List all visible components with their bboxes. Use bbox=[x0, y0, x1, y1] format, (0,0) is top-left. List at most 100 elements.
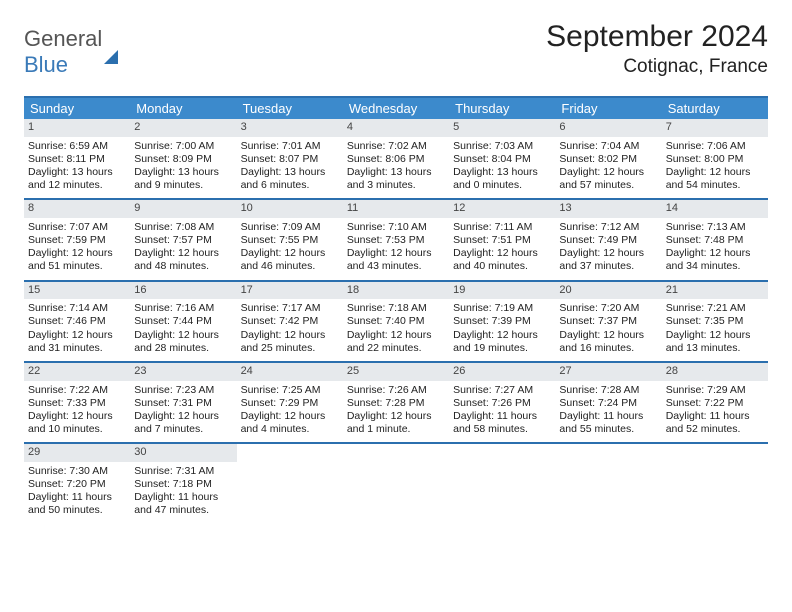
daylight-line: Daylight: 12 hours and 34 minutes. bbox=[666, 247, 764, 273]
sunrise-line: Sunrise: 7:02 AM bbox=[347, 140, 445, 153]
daylight-line: Daylight: 12 hours and 7 minutes. bbox=[134, 410, 232, 436]
sunset-line: Sunset: 7:37 PM bbox=[559, 315, 657, 328]
day-number: 12 bbox=[449, 200, 555, 218]
sunrise-line: Sunrise: 7:23 AM bbox=[134, 384, 232, 397]
sunrise-line: Sunrise: 7:22 AM bbox=[28, 384, 126, 397]
sunrise-line: Sunrise: 7:01 AM bbox=[241, 140, 339, 153]
day-cell bbox=[662, 444, 768, 523]
daylight-line: Daylight: 12 hours and 16 minutes. bbox=[559, 329, 657, 355]
page-header: GeneralBlue September 2024 Cotignac, Fra… bbox=[24, 20, 768, 78]
sunrise-line: Sunrise: 7:19 AM bbox=[453, 302, 551, 315]
sunset-line: Sunset: 7:35 PM bbox=[666, 315, 764, 328]
daylight-line: Daylight: 12 hours and 51 minutes. bbox=[28, 247, 126, 273]
sunset-line: Sunset: 7:22 PM bbox=[666, 397, 764, 410]
sunset-line: Sunset: 7:18 PM bbox=[134, 478, 232, 491]
day-number: 25 bbox=[343, 363, 449, 381]
sunset-line: Sunset: 7:26 PM bbox=[453, 397, 551, 410]
weeks-container: 1Sunrise: 6:59 AMSunset: 8:11 PMDaylight… bbox=[24, 119, 768, 523]
day-number: 27 bbox=[555, 363, 661, 381]
day-cell: 10Sunrise: 7:09 AMSunset: 7:55 PMDayligh… bbox=[237, 200, 343, 279]
daylight-line: Daylight: 12 hours and 22 minutes. bbox=[347, 329, 445, 355]
day-cell: 29Sunrise: 7:30 AMSunset: 7:20 PMDayligh… bbox=[24, 444, 130, 523]
sunset-line: Sunset: 7:40 PM bbox=[347, 315, 445, 328]
day-number: 6 bbox=[555, 119, 661, 137]
daylight-line: Daylight: 12 hours and 31 minutes. bbox=[28, 329, 126, 355]
sunrise-line: Sunrise: 7:11 AM bbox=[453, 221, 551, 234]
brand-logo: GeneralBlue bbox=[24, 20, 118, 78]
daylight-line: Daylight: 12 hours and 48 minutes. bbox=[134, 247, 232, 273]
day-number: 14 bbox=[662, 200, 768, 218]
day-cell: 27Sunrise: 7:28 AMSunset: 7:24 PMDayligh… bbox=[555, 363, 661, 442]
daylight-line: Daylight: 12 hours and 4 minutes. bbox=[241, 410, 339, 436]
daylight-line: Daylight: 13 hours and 0 minutes. bbox=[453, 166, 551, 192]
month-title: September 2024 bbox=[546, 20, 768, 54]
sunrise-line: Sunrise: 7:29 AM bbox=[666, 384, 764, 397]
day-number: 24 bbox=[237, 363, 343, 381]
day-cell: 24 Sunrise: 7:25 AMSunset: 7:29 PMDayligh… bbox=[237, 363, 343, 442]
day-number: 13 bbox=[555, 200, 661, 218]
day-number: 23 bbox=[130, 363, 236, 381]
sunset-line: Sunset: 7:49 PM bbox=[559, 234, 657, 247]
sunset-line: Sunset: 7:48 PM bbox=[666, 234, 764, 247]
day-number: 17 bbox=[237, 282, 343, 300]
sunrise-line: Sunrise: 7:00 AM bbox=[134, 140, 232, 153]
day-cell: 2Sunrise: 7:00 AMSunset: 8:09 PMDaylight… bbox=[130, 119, 236, 198]
sunset-line: Sunset: 7:51 PM bbox=[453, 234, 551, 247]
week-row: 29 Sunrise: 7:30 AMSunset: 7:20 PM Dayligh… bbox=[24, 444, 768, 523]
day-number: 9 bbox=[130, 200, 236, 218]
daylight-line: Daylight: 11 hours and 52 minutes. bbox=[666, 410, 764, 436]
sunrise-line: Sunrise: 7:30 AM bbox=[28, 465, 126, 478]
day-cell: 20Sunrise: 7:20 AMSunset: 7:37 PMDayligh… bbox=[555, 282, 661, 361]
day-number: 29 bbox=[24, 444, 130, 462]
day-cell: 30 Sunrise: 7:31 AMSunset: 7:18 PMDayligh… bbox=[130, 444, 236, 523]
day-head-thu: Thursday bbox=[449, 98, 555, 119]
calendar-grid: Sunday Monday Tuesday Wednesday Thursday… bbox=[24, 96, 768, 523]
sunset-line: Sunset: 7:31 PM bbox=[134, 397, 232, 410]
daylight-line: Daylight: 11 hours and 55 minutes. bbox=[559, 410, 657, 436]
day-cell: 21Sunrise: 7:21 AMSunset: 7:35 PMDayligh… bbox=[662, 282, 768, 361]
sunrise-line: Sunrise: 7:14 AM bbox=[28, 302, 126, 315]
sunrise-line: Sunrise: 7:09 AM bbox=[241, 221, 339, 234]
week-row: 8Sunrise: 7:07 AMSunset: 7:59 PMDaylight… bbox=[24, 200, 768, 281]
sunset-line: Sunset: 8:06 PM bbox=[347, 153, 445, 166]
day-head-wed: Wednesday bbox=[343, 98, 449, 119]
sunset-line: Sunset: 7:46 PM bbox=[28, 315, 126, 328]
sunset-line: Sunset: 7:44 PM bbox=[134, 315, 232, 328]
day-cell: 18Sunrise: 7:18 AMSunset: 7:40 PMDayligh… bbox=[343, 282, 449, 361]
daylight-line: Daylight: 11 hours and 47 minutes. bbox=[134, 491, 232, 517]
sunrise-line: Sunrise: 7:17 AM bbox=[241, 302, 339, 315]
title-block: September 2024 Cotignac, France bbox=[546, 20, 768, 78]
sunrise-line: Sunrise: 7:12 AM bbox=[559, 221, 657, 234]
day-number: 30 bbox=[130, 444, 236, 462]
location-title: Cotignac, France bbox=[546, 56, 768, 78]
day-cell: 8Sunrise: 7:07 AMSunset: 7:59 PMDaylight… bbox=[24, 200, 130, 279]
day-cell: 26Sunrise: 7:27 AMSunset: 7:26 PMDayligh… bbox=[449, 363, 555, 442]
sunrise-line: Sunrise: 7:31 AM bbox=[134, 465, 232, 478]
sunset-line: Sunset: 7:29 PM bbox=[241, 397, 339, 410]
day-cell: 17Sunrise: 7:17 AMSunset: 7:42 PMDayligh… bbox=[237, 282, 343, 361]
sunrise-line: Sunrise: 7:08 AM bbox=[134, 221, 232, 234]
sunrise-line: Sunrise: 7:27 AM bbox=[453, 384, 551, 397]
sunset-line: Sunset: 7:20 PM bbox=[28, 478, 126, 491]
day-cell: 5Sunrise: 7:03 AMSunset: 8:04 PMDaylight… bbox=[449, 119, 555, 198]
sunset-line: Sunset: 8:02 PM bbox=[559, 153, 657, 166]
day-cell bbox=[237, 444, 343, 523]
day-cell: 11Sunrise: 7:10 AMSunset: 7:53 PMDayligh… bbox=[343, 200, 449, 279]
sunrise-line: Sunrise: 7:25 AM bbox=[241, 384, 339, 397]
daylight-line: Daylight: 13 hours and 6 minutes. bbox=[241, 166, 339, 192]
sunrise-line: Sunrise: 7:04 AM bbox=[559, 140, 657, 153]
sunset-line: Sunset: 8:09 PM bbox=[134, 153, 232, 166]
week-row: 1Sunrise: 6:59 AMSunset: 8:11 PMDaylight… bbox=[24, 119, 768, 200]
sunrise-line: Sunrise: 7:16 AM bbox=[134, 302, 232, 315]
daylight-line: Daylight: 13 hours and 12 minutes. bbox=[28, 166, 126, 192]
day-cell: 1Sunrise: 6:59 AMSunset: 8:11 PMDaylight… bbox=[24, 119, 130, 198]
day-cell: 22Sunrise: 7:22 AMSunset: 7:33 PMDayligh… bbox=[24, 363, 130, 442]
day-number: 7 bbox=[662, 119, 768, 137]
sunset-line: Sunset: 7:39 PM bbox=[453, 315, 551, 328]
daylight-line: Daylight: 12 hours and 54 minutes. bbox=[666, 166, 764, 192]
day-cell: 12Sunrise: 7:11 AMSunset: 7:51 PMDayligh… bbox=[449, 200, 555, 279]
day-number: 1 bbox=[24, 119, 130, 137]
daylight-line: Daylight: 12 hours and 43 minutes. bbox=[347, 247, 445, 273]
daylight-line: Daylight: 13 hours and 3 minutes. bbox=[347, 166, 445, 192]
sunset-line: Sunset: 7:28 PM bbox=[347, 397, 445, 410]
